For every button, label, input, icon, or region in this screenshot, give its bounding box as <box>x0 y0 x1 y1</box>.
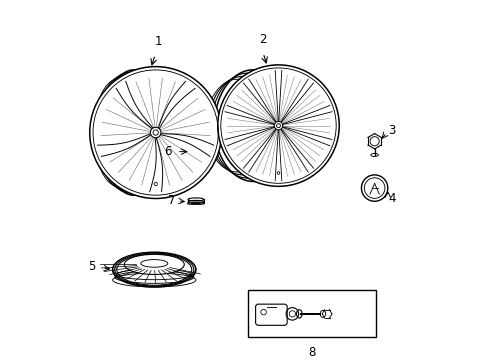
Circle shape <box>90 67 221 198</box>
Text: 4: 4 <box>387 192 395 205</box>
Circle shape <box>274 121 282 130</box>
Circle shape <box>150 127 161 138</box>
Text: 3: 3 <box>387 124 395 137</box>
Bar <box>247 291 376 337</box>
Text: 7: 7 <box>167 194 175 207</box>
Text: 6: 6 <box>164 145 171 158</box>
Text: 1: 1 <box>155 35 162 48</box>
Text: 2: 2 <box>259 33 266 46</box>
Text: 5: 5 <box>88 260 95 273</box>
Ellipse shape <box>141 260 167 267</box>
Circle shape <box>217 65 339 186</box>
Text: 8: 8 <box>308 346 315 359</box>
Ellipse shape <box>124 255 184 274</box>
